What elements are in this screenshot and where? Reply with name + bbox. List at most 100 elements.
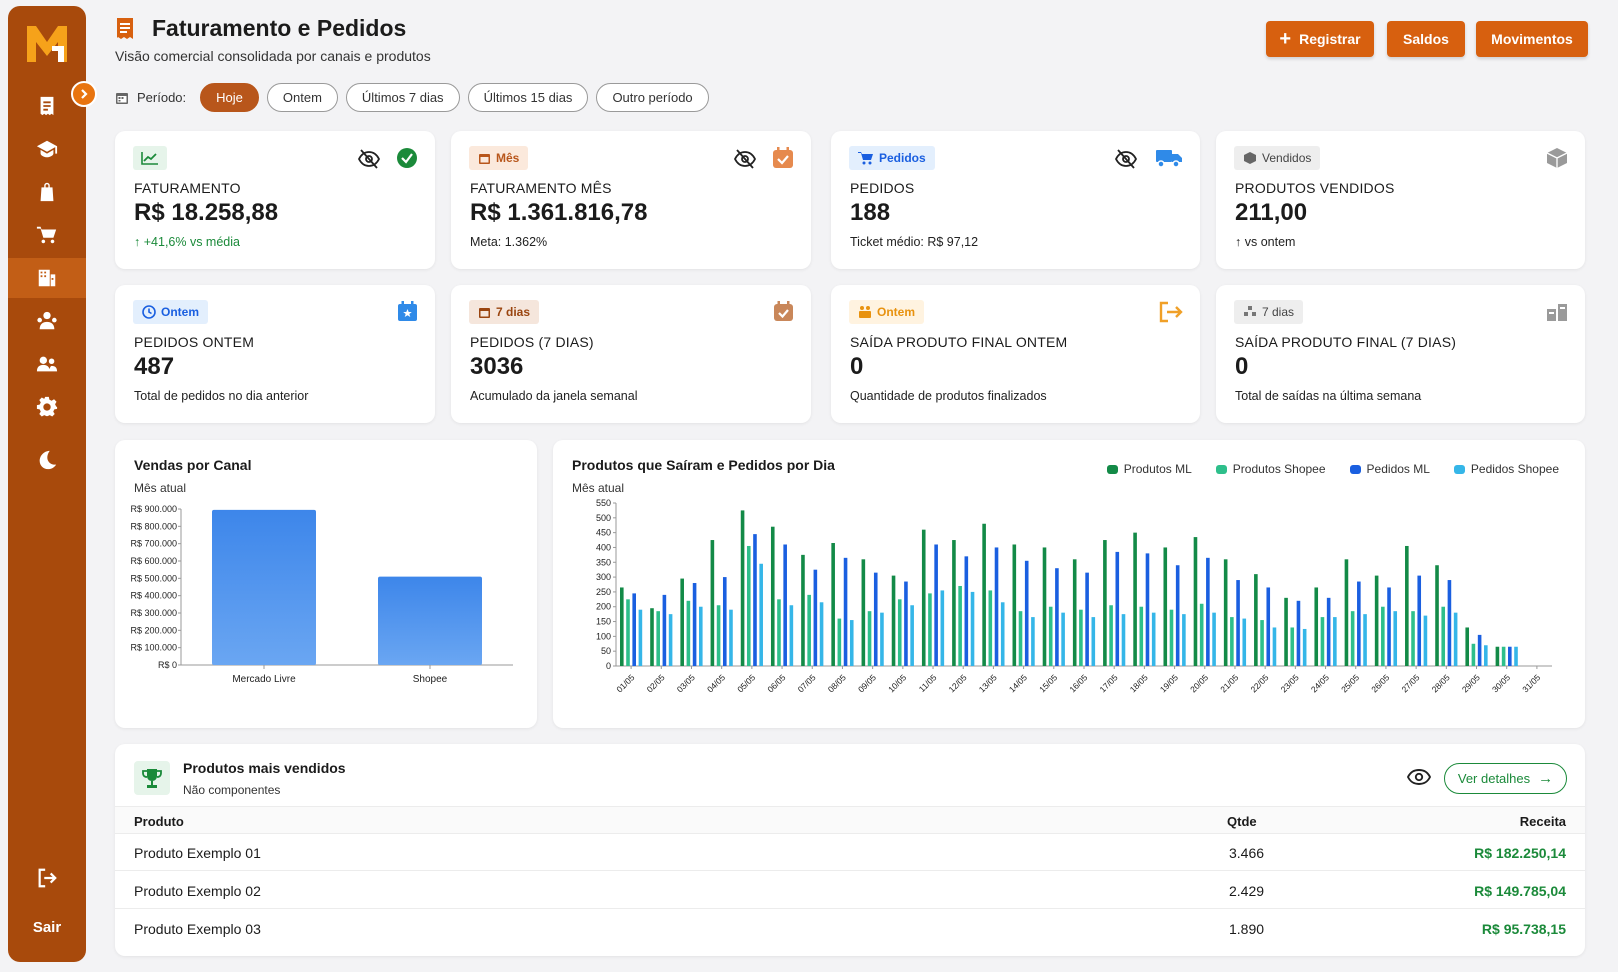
y-tick-label: 0	[606, 661, 611, 671]
column-header-qty[interactable]: Qtde	[1227, 814, 1257, 829]
kpi-card-revenue: FATURAMENTO R$ 18.258,88 ↑ +41,6% vs méd…	[115, 131, 435, 269]
bar-pedidos-ml	[1145, 553, 1150, 666]
bar-produtos-shopee	[777, 599, 781, 666]
bar-produtos-shopee	[1139, 606, 1144, 666]
kpi-label: PRODUTOS VENDIDOS	[1235, 180, 1395, 196]
exit-arrow-icon	[1159, 301, 1183, 323]
user-network-icon	[37, 311, 57, 330]
x-tick-label: 02/05	[645, 672, 667, 694]
sidebar-item-cart[interactable]	[8, 215, 86, 255]
receipt-icon	[40, 96, 54, 116]
balances-button[interactable]: Saldos	[1387, 21, 1465, 57]
bar-pedidos-ml	[722, 577, 727, 666]
bar-pedidos-shopee	[880, 612, 884, 666]
bar-pedidos-ml	[1477, 634, 1482, 666]
kpi-badge-label: Mês	[496, 151, 520, 165]
bar-produtos-ml	[1374, 575, 1379, 666]
table-row[interactable]: Produto Exemplo 02 2.429 R$ 149.785,04	[115, 872, 1585, 909]
kpi-value: 188	[850, 199, 891, 226]
period-chip-today[interactable]: Hoje	[200, 83, 259, 112]
calendar-icon	[479, 307, 490, 318]
bar-pedidos-ml	[873, 572, 878, 666]
sidebar-item-education[interactable]	[8, 129, 86, 169]
period-filter: Período: Hoje Ontem Últimos 7 dias Últim…	[115, 83, 709, 112]
movements-button[interactable]: Movimentos	[1476, 21, 1588, 57]
bar-produtos-ml	[982, 523, 986, 666]
truck-icon	[1156, 150, 1182, 168]
sidebar-item-settings[interactable]	[8, 387, 86, 427]
bar-pedidos-shopee	[1272, 627, 1277, 666]
box-icon	[1244, 152, 1256, 164]
y-tick-label: 250	[596, 587, 611, 597]
legend-item-produtos-ml[interactable]: Produtos ML	[1106, 462, 1192, 476]
column-header-revenue[interactable]: Receita	[1519, 814, 1566, 829]
sidebar-item-users[interactable]	[8, 344, 86, 384]
period-chip-other[interactable]: Outro período	[596, 83, 709, 112]
bar-pedidos-shopee	[1333, 617, 1337, 666]
bar-produtos-ml	[1314, 587, 1319, 666]
x-tick-label: 05/05	[735, 672, 757, 694]
view-details-button[interactable]: Ver detalhes →	[1444, 763, 1567, 794]
eye-off-icon[interactable]	[1115, 149, 1137, 169]
table-row[interactable]: Produto Exemplo 03 1.890 R$ 95.738,15	[115, 910, 1585, 947]
register-button[interactable]: + Registrar	[1266, 21, 1374, 57]
legend-label: Produtos Shopee	[1232, 462, 1326, 476]
bar-produtos-shopee	[1230, 617, 1234, 666]
bar-pedidos-ml	[1296, 600, 1301, 666]
y-tick-label: R$ 900.000	[130, 504, 177, 514]
legend-item-pedidos-ml[interactable]: Pedidos ML	[1349, 462, 1430, 476]
eye-off-icon[interactable]	[734, 149, 756, 169]
x-tick-label: 24/05	[1309, 672, 1331, 694]
bar-produtos-shopee	[958, 585, 962, 666]
chart-subtitle: Mês atual	[572, 481, 625, 495]
period-chip-last-7-days[interactable]: Últimos 7 dias	[345, 83, 460, 112]
y-tick-label: 150	[596, 617, 611, 627]
brand-logo[interactable]	[24, 20, 70, 66]
table-row[interactable]: Produto Exemplo 01 3.466 R$ 182.250,14	[115, 834, 1585, 871]
bar-pedidos-ml	[1417, 575, 1422, 666]
balances-button-label: Saldos	[1403, 31, 1449, 47]
logout-button[interactable]	[8, 860, 86, 896]
bar-produtos-ml	[740, 510, 745, 666]
x-tick-label: 03/05	[675, 672, 697, 694]
kpi-badge: 7 dias	[469, 300, 540, 324]
period-chip-yesterday[interactable]: Ontem	[266, 83, 338, 112]
bar-pedidos-ml	[632, 593, 636, 666]
period-chip-last-15-days[interactable]: Últimos 15 dias	[467, 83, 589, 112]
product-name: Produto Exemplo 03	[134, 921, 261, 937]
sidebar-item-products[interactable]	[8, 172, 86, 212]
bar-produtos-ml	[831, 543, 835, 666]
bar-pedidos-shopee	[1121, 614, 1126, 666]
y-tick-label: 300	[596, 572, 611, 582]
kpi-badge-label: Ontem	[877, 305, 916, 319]
bar-pedidos-shopee	[668, 614, 673, 666]
legend-item-pedidos-shopee[interactable]: Pedidos Shopee	[1453, 462, 1559, 476]
sidebar-toggle-button[interactable]	[71, 81, 97, 107]
eye-icon[interactable]	[1407, 768, 1431, 786]
sidebar-item-invoices[interactable]	[8, 86, 86, 126]
x-tick-label: 10/05	[886, 672, 908, 694]
sidebar-item-suppliers[interactable]	[8, 301, 86, 341]
kpi-foot-text: ↑ vs ontem	[1235, 235, 1296, 249]
kpi-foot-text: Quantidade de produtos finalizados	[850, 389, 1047, 403]
bar-pedidos-shopee	[1393, 611, 1398, 666]
clock-icon	[142, 305, 156, 319]
bar-pedidos-shopee	[970, 591, 975, 666]
kpi-badge-label: 7 dias	[496, 305, 531, 319]
kpi-value: 3036	[470, 353, 524, 380]
product-qty: 3.466	[1229, 845, 1265, 861]
kpi-badge: Ontem	[849, 300, 925, 324]
y-tick-label: 350	[596, 557, 611, 567]
logout-label[interactable]: Sair	[32, 919, 62, 936]
bar-produtos-shopee	[626, 599, 630, 666]
x-tick-label: 18/05	[1128, 672, 1150, 694]
legend-item-produtos-shopee[interactable]: Produtos Shopee	[1215, 462, 1326, 476]
sidebar-item-sales-dashboard[interactable]	[8, 258, 86, 298]
bar-produtos-ml	[1284, 597, 1288, 666]
sidebar-item-dark-mode[interactable]	[8, 440, 86, 480]
eye-off-icon[interactable]	[358, 149, 380, 169]
kpi-card-monthly-revenue: Mês FATURAMENTO MÊS R$ 1.361.816,78 Meta…	[451, 131, 811, 269]
column-header-product[interactable]: Produto	[134, 814, 184, 829]
y-tick-label: R$ 700.000	[130, 539, 177, 549]
bar-produtos-ml	[801, 554, 805, 666]
